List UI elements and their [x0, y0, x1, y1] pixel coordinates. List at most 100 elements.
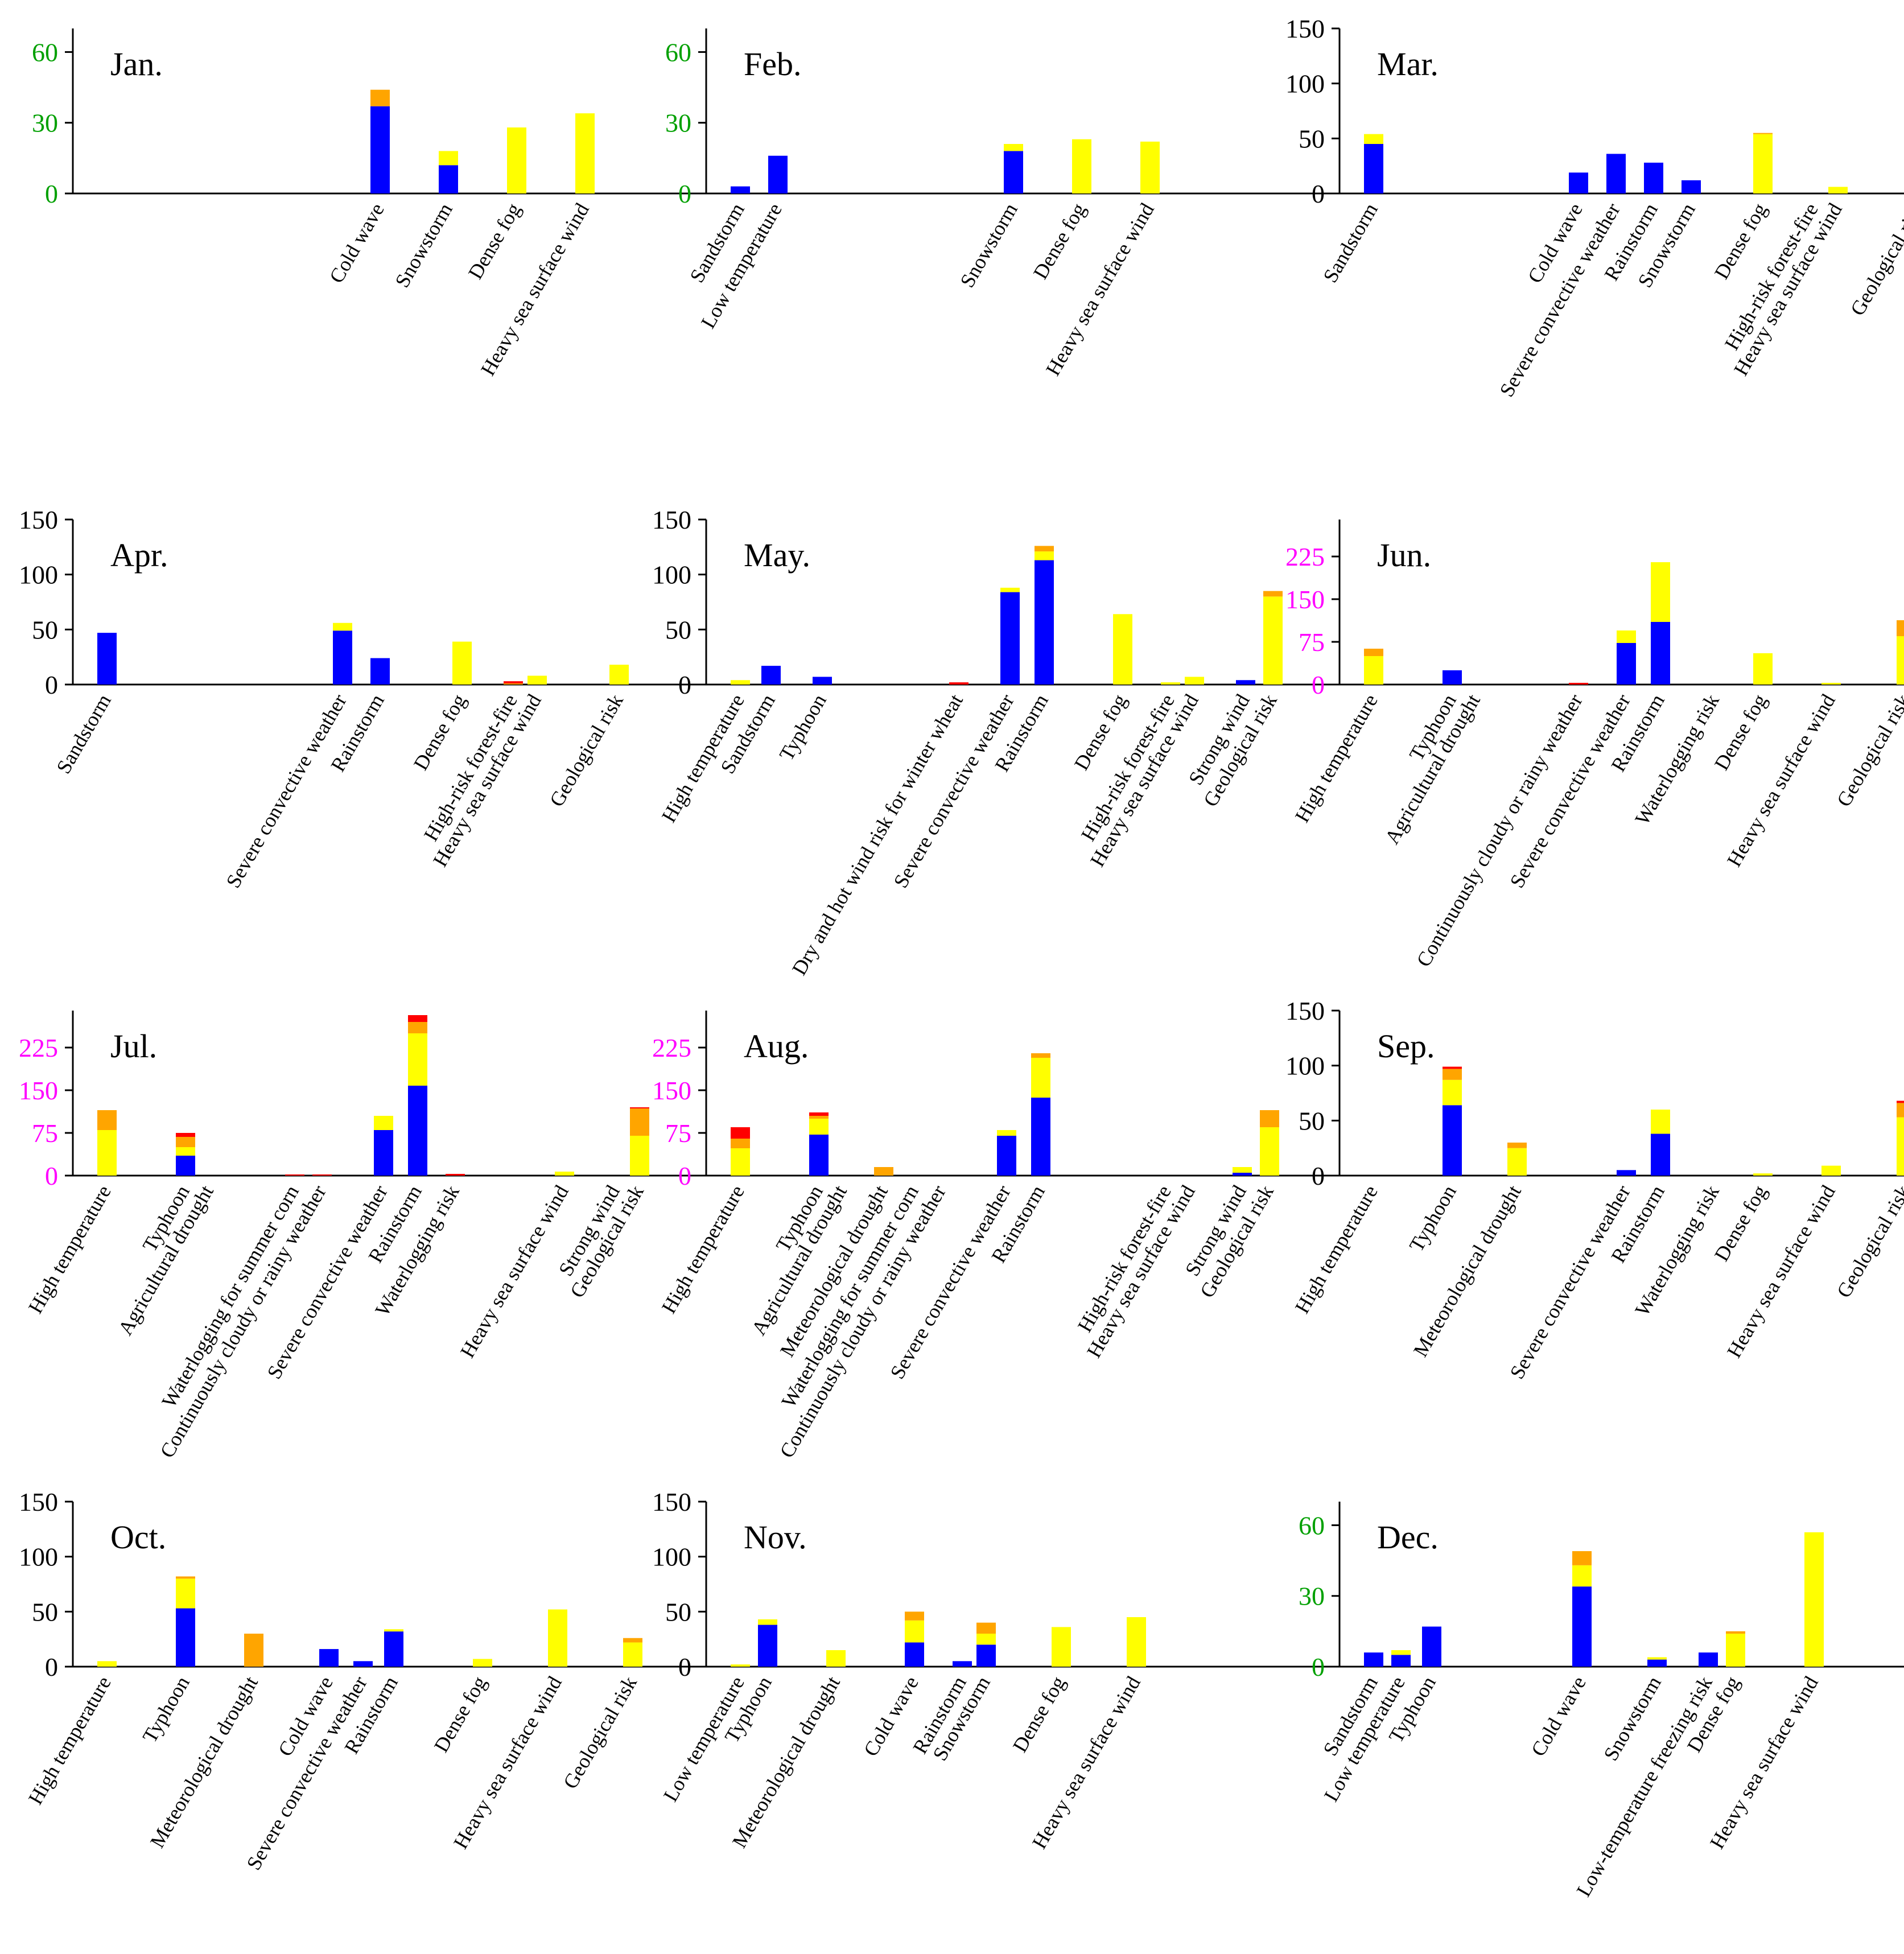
bar-segment-orange — [504, 683, 523, 685]
y-tick-label: 0 — [678, 670, 691, 699]
y-tick-label: 0 — [678, 1652, 691, 1681]
bar-segment-yellow — [731, 680, 750, 685]
bar-segment-yellow — [1828, 187, 1848, 193]
bar-segment-red — [809, 1112, 829, 1116]
y-tick-label: 50 — [665, 615, 691, 644]
category-label: Typhoon — [1405, 1181, 1461, 1255]
bar-segment-yellow — [527, 675, 547, 685]
bar-segment-yellow — [333, 623, 352, 631]
y-tick-label: 225 — [1285, 542, 1325, 571]
bar-segment-blue — [1617, 643, 1636, 685]
bar-segment-yellow — [97, 1661, 117, 1667]
category-label: Dense fog — [430, 1672, 491, 1756]
bar-segment-yellow — [1651, 1110, 1670, 1134]
bar-segment-blue — [1443, 670, 1462, 685]
bar-segment-yellow — [1821, 683, 1841, 685]
y-tick-label: 60 — [665, 38, 691, 67]
bar-segment-yellow — [374, 1116, 393, 1130]
bar-segment-orange — [874, 1167, 893, 1176]
y-tick-label: 0 — [1312, 670, 1325, 699]
category-label: Typhoon — [775, 690, 831, 764]
bar-segment-red — [446, 1174, 465, 1176]
category-label: Severe convective weather — [1505, 1181, 1635, 1383]
y-tick-label: 50 — [1299, 1106, 1325, 1135]
y-tick-label: 0 — [678, 179, 691, 208]
y-tick-label: 50 — [32, 1597, 58, 1626]
bar-segment-yellow — [1004, 144, 1023, 151]
category-label: Snowstorm — [955, 199, 1022, 291]
bar-segment-yellow — [1127, 1617, 1146, 1667]
bar-segment-yellow — [1897, 636, 1904, 685]
chart-title: Jul. — [110, 1028, 157, 1065]
bar-segment-yellow — [758, 1619, 777, 1625]
bar-segment-yellow — [609, 665, 629, 685]
chart-title: Oct. — [110, 1519, 166, 1556]
bar-segment-yellow — [575, 113, 595, 193]
y-tick-label: 100 — [1285, 1052, 1325, 1081]
bar-segment-yellow — [1364, 134, 1383, 144]
y-tick-label: 30 — [32, 109, 58, 138]
bar-segment-blue — [176, 1156, 195, 1176]
bar-segment-yellow — [1233, 1167, 1252, 1173]
bar-segment-red — [285, 1174, 304, 1176]
y-tick-label: 30 — [1299, 1582, 1325, 1611]
bar-segment-yellow — [1031, 1058, 1050, 1098]
bar-segment-yellow — [1140, 141, 1160, 193]
bar-segment-orange — [1260, 1110, 1279, 1127]
y-tick-label: 60 — [32, 38, 58, 67]
bar-segment-blue — [1572, 1586, 1592, 1667]
bar-segment-blue — [1644, 162, 1663, 193]
bar-segment-orange — [1572, 1551, 1592, 1565]
bar-segment-yellow — [1113, 614, 1132, 685]
chart-title: May. — [744, 537, 810, 574]
bar-segment-yellow — [384, 1629, 403, 1632]
bar-segment-orange — [1443, 1069, 1462, 1080]
y-tick-label: 0 — [1312, 179, 1325, 208]
y-tick-label: 225 — [652, 1033, 691, 1062]
bar-segment-blue — [976, 1644, 996, 1667]
bar-segment-blue — [370, 106, 390, 193]
bar-segment-yellow — [555, 1172, 574, 1176]
bar-segment-blue — [374, 1130, 393, 1176]
bar-segment-red — [504, 681, 523, 684]
bar-segment-yellow — [731, 1664, 750, 1667]
category-label: Cold wave — [325, 199, 389, 287]
category-label: Geological risk — [1832, 690, 1904, 810]
bar-segment-yellow — [439, 151, 458, 166]
category-label: High temperature — [24, 1672, 116, 1808]
chart-panel-3: 0 50 100 150 Apr. Sandstorm Severe convective … — [19, 505, 761, 892]
bar-segment-orange — [1753, 133, 1773, 134]
y-tick-label: 150 — [19, 1487, 58, 1516]
bar-segment-yellow — [1364, 656, 1383, 685]
bar-segment-yellow — [1260, 1127, 1279, 1176]
chart-title: Sep. — [1377, 1028, 1435, 1065]
category-label: Sandstorm — [1318, 199, 1382, 286]
y-tick-label: 150 — [652, 1487, 691, 1516]
category-label: Dense fog — [1029, 199, 1090, 283]
bar-segment-orange — [97, 1110, 117, 1130]
bar-segment-red — [312, 1174, 332, 1176]
category-label: Dense fog — [464, 199, 525, 283]
bar-segment-red — [731, 1127, 750, 1139]
bar-segment-yellow — [176, 1147, 195, 1156]
category-label: High temperature — [657, 1181, 749, 1317]
y-tick-label: 60 — [1299, 1511, 1325, 1540]
bar-segment-blue — [97, 633, 117, 685]
bar-segment-blue — [1569, 172, 1588, 193]
chart-title: Feb. — [744, 46, 802, 83]
bar-segment-blue — [1443, 1105, 1462, 1176]
chart-title: Dec. — [1377, 1519, 1439, 1556]
bar-segment-blue — [1682, 180, 1701, 193]
bar-segment-orange — [731, 1139, 750, 1148]
y-tick-label: 0 — [1312, 1161, 1325, 1190]
bar-segment-orange — [408, 1022, 427, 1033]
bar-segment-blue — [1699, 1652, 1718, 1667]
bar-segment-blue — [997, 1136, 1016, 1176]
y-tick-label: 0 — [45, 670, 58, 699]
bar-segment-orange — [1035, 546, 1054, 552]
bar-segment-blue — [353, 1661, 373, 1667]
